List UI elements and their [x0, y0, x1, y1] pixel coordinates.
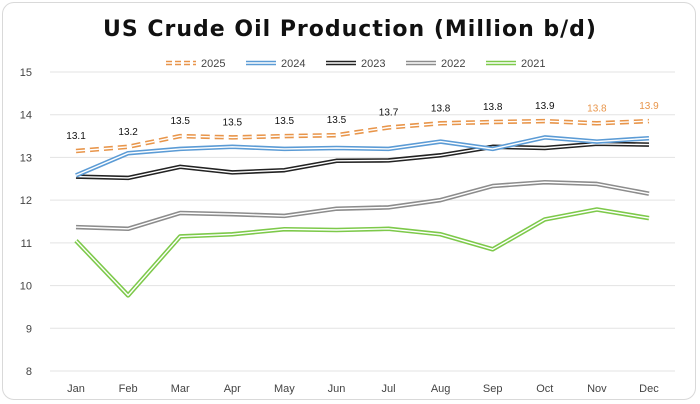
legend-label: 2024: [281, 58, 305, 70]
x-tick-label: Jan: [67, 383, 85, 395]
legend-item-2022: 2022: [406, 58, 465, 70]
series-2023: [75, 141, 650, 181]
data-label: 13.7: [379, 108, 399, 119]
data-label: 13.8: [431, 103, 451, 114]
series-2025: [75, 118, 650, 154]
series-line-2021: [74, 207, 650, 298]
legend-label: 2023: [361, 58, 385, 70]
data-label: 13.9: [535, 101, 555, 112]
data-label: 13.2: [118, 127, 138, 138]
y-tick-label: 14: [20, 110, 32, 122]
y-axis-ticks: 8 9 10 11 12 13 14 15: [20, 67, 32, 378]
x-tick-label: Nov: [587, 383, 607, 395]
y-tick-label: 15: [20, 67, 32, 79]
x-tick-label: Apr: [224, 383, 241, 395]
data-label: 13.5: [327, 115, 347, 126]
series-line-inner-2023: [75, 143, 650, 179]
series-line-2022: [75, 179, 650, 232]
series-line-inner-2021: [75, 208, 650, 297]
series-line-inner-2025: [75, 120, 650, 152]
y-tick-label: 11: [21, 238, 32, 250]
series-line-inner-2024: [75, 136, 650, 177]
y-tick-label: 13: [20, 152, 32, 164]
x-tick-label: Mar: [171, 383, 190, 395]
legend-label: 2025: [201, 58, 225, 70]
series-2021: [74, 207, 650, 298]
data-label: 13.8: [483, 102, 503, 113]
legend-item-2024: 2024: [246, 58, 305, 70]
gridlines: [50, 71, 675, 372]
legend-label: 2021: [521, 58, 545, 70]
chart-card: [2, 2, 696, 400]
series-line-inner-2022: [75, 181, 650, 230]
series-2024: [75, 135, 650, 178]
legend-item-2023: 2023: [326, 58, 385, 70]
legend-item-2025: 2025: [166, 58, 225, 70]
data-label: 13.1: [66, 131, 86, 142]
x-tick-label: Sep: [483, 383, 503, 395]
y-tick-label: 12: [20, 195, 32, 207]
x-tick-label: Jun: [328, 383, 346, 395]
series-lines: [74, 118, 650, 298]
y-tick-label: 10: [20, 281, 32, 293]
series-2022: [75, 179, 650, 232]
legend-item-2021: 2021: [486, 58, 545, 70]
legend-label: 2022: [441, 58, 465, 70]
chart-title: US Crude Oil Production (Million b/d): [103, 17, 597, 42]
x-tick-label: Jul: [382, 383, 396, 395]
x-tick-label: Feb: [119, 383, 138, 395]
data-label: 13.8: [587, 103, 607, 114]
data-label: 13.9: [639, 101, 659, 112]
data-label: 13.5: [223, 117, 243, 128]
x-tick-label: Dec: [639, 383, 659, 395]
x-axis-ticks: Jan Feb Mar Apr May Jun Jul Aug Sep Oct Nov Dec: [67, 383, 659, 395]
x-tick-label: Aug: [431, 383, 451, 395]
data-label: 13.5: [275, 116, 295, 127]
y-tick-label: 9: [26, 323, 32, 335]
legend: 2025 2024 2023 2022 2021: [166, 58, 545, 70]
data-labels: 13.1 13.2 13.5 13.5 13.5 13.5 13.7 13.8 13.8 13.9…: [66, 101, 659, 142]
x-tick-label: May: [274, 383, 295, 395]
y-tick-label: 8: [26, 366, 32, 378]
data-label: 13.5: [170, 116, 190, 127]
x-tick-label: Oct: [536, 383, 553, 395]
